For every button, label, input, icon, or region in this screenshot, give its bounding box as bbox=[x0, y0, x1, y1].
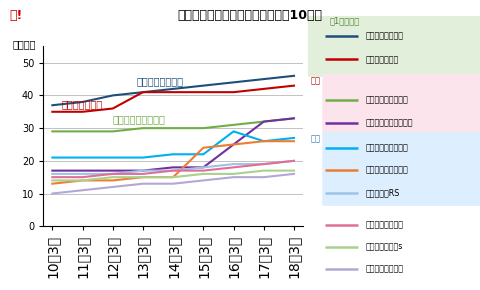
Text: 大京アステージ: 大京アステージ bbox=[61, 99, 102, 109]
Text: 日本ハウズイング: 日本ハウズイング bbox=[137, 76, 183, 86]
Text: 第1グループ: 第1グループ bbox=[329, 16, 359, 25]
Text: 大和ライフネクスト: 大和ライフネクスト bbox=[365, 165, 408, 174]
Text: （万戸）: （万戸） bbox=[12, 39, 36, 49]
Text: 住友不動産建物s: 住友不動産建物s bbox=[365, 242, 402, 251]
Text: 合人社計画研究所: 合人社計画研究所 bbox=[365, 220, 403, 229]
Text: 三菱地所コミュニティ: 三菱地所コミュニティ bbox=[365, 119, 412, 128]
Text: コミュニティワン: コミュニティワン bbox=[365, 264, 403, 274]
Text: マンション管理戸数の推移（上位10社）: マンション管理戸数の推移（上位10社） bbox=[177, 9, 322, 22]
Text: 長谷エコミュニティ: 長谷エコミュニティ bbox=[365, 143, 408, 153]
Text: 日本ハウズイング: 日本ハウズイング bbox=[365, 32, 403, 41]
Text: 東急コミュニティー: 東急コミュニティー bbox=[112, 114, 165, 124]
Text: 東急コミュニティー: 東急コミュニティー bbox=[365, 95, 408, 105]
Text: 三井不動産RS: 三井不動産RS bbox=[365, 188, 399, 197]
Text: 第３: 第３ bbox=[310, 135, 320, 144]
Text: 第２: 第２ bbox=[310, 77, 320, 86]
Text: 大京アステージ: 大京アステージ bbox=[365, 55, 398, 64]
Text: マ!: マ! bbox=[10, 9, 23, 22]
